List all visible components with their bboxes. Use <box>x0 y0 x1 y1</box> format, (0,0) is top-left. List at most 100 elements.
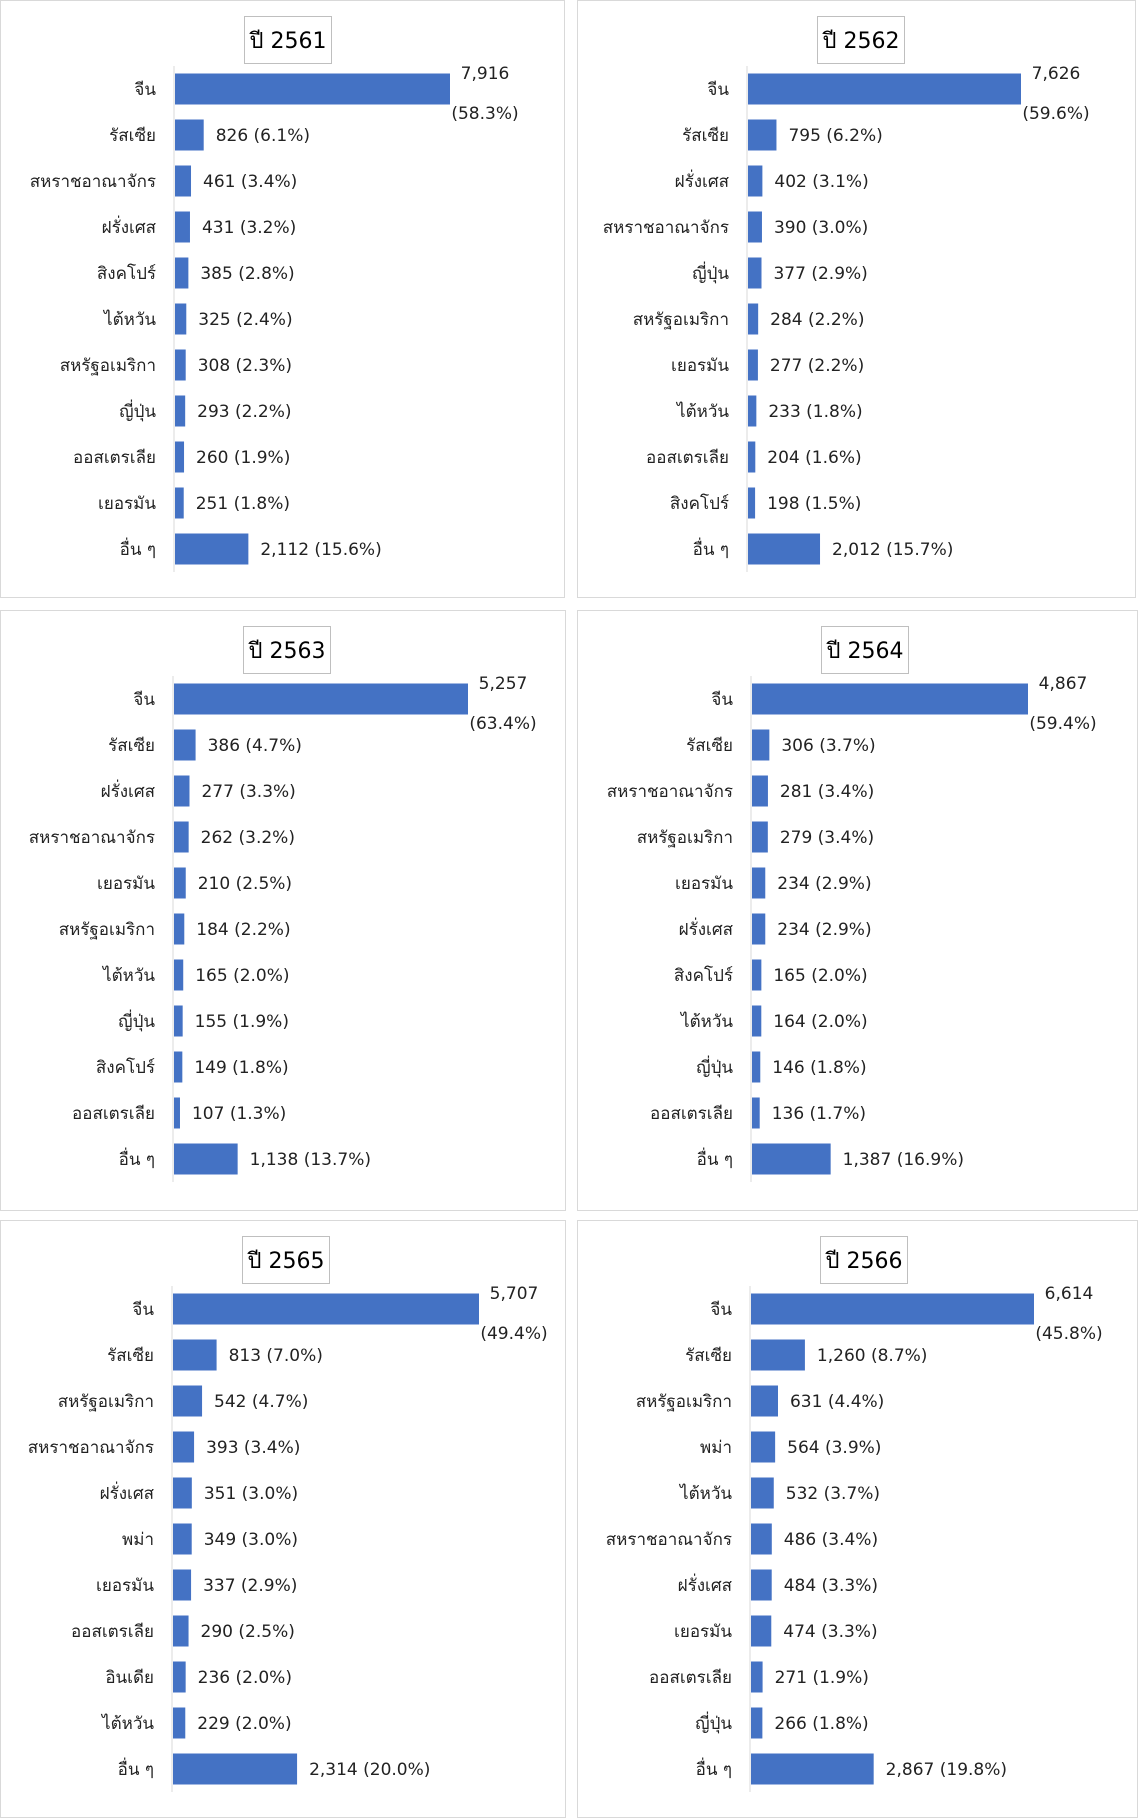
data-label: (58.3%) <box>451 104 518 124</box>
data-label: 431 (3.2%) <box>202 218 296 238</box>
category-label: เยอรมัน <box>96 1576 154 1596</box>
bar-chart-svg: จีน 7,916 (58.3%) รัสเซีย 826 (6.1%) สหราชอาณ… <box>30 64 519 572</box>
bar <box>173 1477 192 1509</box>
bar <box>752 913 766 945</box>
category-label: ออสเตรเลีย <box>649 1668 732 1688</box>
data-label: 474 (3.3%) <box>783 1622 877 1642</box>
bar <box>174 729 196 761</box>
data-label: 631 (4.4%) <box>790 1392 884 1412</box>
category-label: เยอรมัน <box>674 1622 732 1642</box>
data-label: 198 (1.5%) <box>767 494 861 514</box>
category-label: ออสเตรเลีย <box>71 1622 154 1642</box>
data-label: 210 (2.5%) <box>198 874 292 894</box>
category-label: ฝรั่งเศส <box>100 1481 155 1504</box>
category-label: สหราชอาณาจักร <box>29 828 155 848</box>
data-label: (49.4%) <box>480 1324 547 1344</box>
data-label: 266 (1.8%) <box>774 1714 868 1734</box>
data-label: 290 (2.5%) <box>201 1622 295 1642</box>
bar <box>174 775 190 807</box>
data-label: (63.4%) <box>469 714 536 734</box>
data-label: 293 (2.2%) <box>197 402 291 422</box>
category-label: สิงคโปร์ <box>96 1057 155 1078</box>
data-label: 277 (2.2%) <box>770 356 864 376</box>
data-label: 564 (3.9%) <box>787 1438 881 1458</box>
data-label: 262 (3.2%) <box>201 828 295 848</box>
bar <box>751 1569 772 1601</box>
category-label: สิงคโปร์ <box>674 965 733 986</box>
data-label: 4,867 <box>1039 674 1088 694</box>
data-label: 164 (2.0%) <box>773 1012 867 1032</box>
bar <box>748 257 762 289</box>
category-label: ฝรั่งเศส <box>679 917 734 940</box>
data-label: 279 (3.4%) <box>780 828 874 848</box>
chart-panel-3: ปี 2563 จีน 5,257 (63.4%) รัสเซีย 386 (4.7%) ฝ… <box>0 610 566 1211</box>
bar <box>175 165 192 197</box>
bar <box>752 729 770 761</box>
data-label: 2,112 (15.6%) <box>260 540 381 560</box>
data-label: 281 (3.4%) <box>780 782 874 802</box>
category-label: พม่า <box>700 1438 732 1458</box>
category-label: รัสเซีย <box>682 126 729 146</box>
bar <box>748 165 763 197</box>
bar <box>752 867 766 899</box>
bar <box>751 1707 763 1739</box>
data-label: 1,260 (8.7%) <box>817 1346 928 1366</box>
bar <box>748 73 1021 105</box>
bar <box>173 1615 189 1647</box>
bar-chart-svg: จีน 5,707 (49.4%) รัสเซีย 813 (7.0%) สหรัฐอเม… <box>28 1284 548 1792</box>
bar <box>748 395 757 427</box>
data-label: 1,138 (13.7%) <box>250 1150 371 1170</box>
data-label: 236 (2.0%) <box>198 1668 292 1688</box>
bar <box>173 1293 479 1325</box>
data-label: 107 (1.3%) <box>192 1104 286 1124</box>
data-label: 6,614 <box>1045 1284 1094 1304</box>
category-label: จีน <box>134 80 156 100</box>
category-label: ฝรั่งเศส <box>101 779 156 802</box>
data-label: 2,867 (19.8%) <box>886 1760 1007 1780</box>
data-label: 146 (1.8%) <box>772 1058 866 1078</box>
data-label: 795 (6.2%) <box>788 126 882 146</box>
category-label: สหรัฐอเมริกา <box>60 356 156 376</box>
bar <box>175 441 185 473</box>
category-label: รัสเซีย <box>109 126 156 146</box>
category-label: ไต้หวัน <box>100 1713 154 1734</box>
bar <box>748 441 756 473</box>
chart-title: ปี 2564 <box>821 626 909 674</box>
bar <box>173 1569 192 1601</box>
bar <box>173 1753 298 1785</box>
category-label: สหราชอาณาจักร <box>30 172 156 192</box>
category-label: อื่น ๆ <box>120 537 156 560</box>
category-label: พม่า <box>122 1530 154 1550</box>
data-label: 386 (4.7%) <box>208 736 302 756</box>
data-label: 165 (2.0%) <box>773 966 867 986</box>
category-label: ออสเตรเลีย <box>646 448 729 468</box>
data-label: 532 (3.7%) <box>786 1484 880 1504</box>
bar <box>751 1385 778 1417</box>
bar <box>752 775 768 807</box>
bar <box>752 683 1028 715</box>
bar <box>174 1005 183 1037</box>
category-label: ญี่ปุ่น <box>119 399 156 422</box>
data-label: 284 (2.2%) <box>770 310 864 330</box>
category-label: ไต้หวัน <box>101 965 155 986</box>
data-label: 461 (3.4%) <box>203 172 297 192</box>
data-label: 393 (3.4%) <box>206 1438 300 1458</box>
data-label: 542 (4.7%) <box>214 1392 308 1412</box>
bar-chart-svg: จีน 6,614 (45.8%) รัสเซีย 1,260 (8.7%) สหรัฐอ… <box>606 1284 1103 1792</box>
category-label: เยอรมัน <box>671 356 729 376</box>
data-label: 337 (2.9%) <box>203 1576 297 1596</box>
data-label: 229 (2.0%) <box>197 1714 291 1734</box>
category-label: อื่น ๆ <box>118 1757 154 1780</box>
bar <box>752 821 768 853</box>
data-label: 813 (7.0%) <box>229 1346 323 1366</box>
bar <box>175 73 450 105</box>
data-label: (45.8%) <box>1035 1324 1102 1344</box>
category-label: ฝรั่งเศส <box>678 1573 733 1596</box>
category-label: ออสเตรเลีย <box>73 448 156 468</box>
data-label: 204 (1.6%) <box>767 448 861 468</box>
chart-title: ปี 2566 <box>820 1236 908 1284</box>
data-label: 325 (2.4%) <box>198 310 292 330</box>
bar <box>752 1097 760 1129</box>
category-label: จีน <box>710 1300 732 1320</box>
data-label: 233 (1.8%) <box>768 402 862 422</box>
